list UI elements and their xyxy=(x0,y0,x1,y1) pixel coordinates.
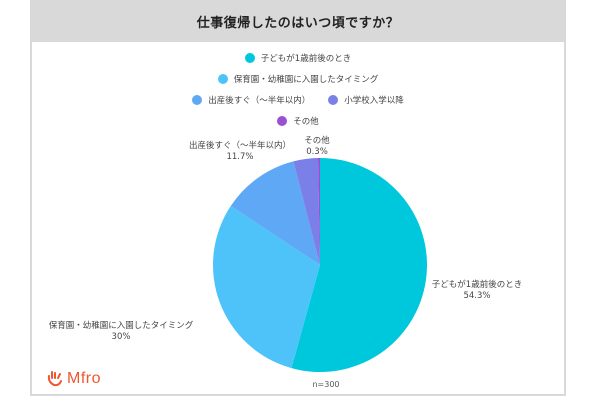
legend-item: その他 xyxy=(277,115,319,127)
pie-slice xyxy=(293,158,320,265)
legend-item: 出産後すぐ（〜半年以内） xyxy=(192,94,310,106)
slice-label-nursery: 保育園・幼稚園に入園したタイミング 30% xyxy=(49,321,194,343)
chart-title: 仕事復帰したのはいつ頃ですか？ xyxy=(196,15,400,31)
legend-dot-icon xyxy=(244,53,255,63)
legend-dot-icon xyxy=(277,116,288,126)
slice-label-name: その他 xyxy=(304,136,330,146)
legend-row-1: 子どもが1歳前後のとき xyxy=(30,52,566,64)
mfro-logo: Mfro xyxy=(46,370,101,388)
slice-label-other: その他 0.3% xyxy=(304,136,330,158)
logo-text: Mfro xyxy=(67,370,101,387)
legend-item: 保育園・幼稚園に入園したタイミング xyxy=(217,73,379,85)
hand-wave-icon xyxy=(47,371,62,387)
title-bar: 仕事復帰したのはいつ頃ですか？ xyxy=(30,0,566,42)
slice-label-after-birth: 出産後すぐ（〜半年以内） 11.7% xyxy=(189,141,291,163)
slice-label-1-year: 子どもが1歳前後のとき 54.3% xyxy=(432,280,522,302)
legend-label: 保育園・幼稚園に入園したタイミング xyxy=(233,75,379,85)
legend-item: 子どもが1歳前後のとき xyxy=(244,52,352,64)
slice-label-name: 子どもが1歳前後のとき xyxy=(431,280,523,290)
sample-size: n=300 xyxy=(312,380,340,389)
legend-dot-icon xyxy=(328,95,339,105)
legend-item: 小学校入学以降 xyxy=(328,94,404,106)
slice-label-value: 30% xyxy=(111,332,131,342)
pie-slice xyxy=(291,158,427,372)
slice-label-value: 11.7% xyxy=(226,152,254,162)
legend-label: 子どもが1歳前後のとき xyxy=(260,54,352,64)
legend-dot-icon xyxy=(217,74,228,84)
slice-label-value: 54.3% xyxy=(463,291,491,301)
legend-label: 出産後すぐ（〜半年以内） xyxy=(208,96,311,106)
pie-slice xyxy=(230,161,320,265)
slice-label-name: 保育園・幼稚園に入園したタイミング xyxy=(48,321,194,331)
legend-dot-icon xyxy=(192,95,203,105)
slice-label-name: 出産後すぐ（〜半年以内） xyxy=(188,141,292,151)
pie-slice xyxy=(213,205,320,369)
slice-label-value: 0.3% xyxy=(306,147,328,157)
legend-row-4: その他 xyxy=(30,115,566,127)
pie-slice xyxy=(317,158,320,265)
legend-label: 小学校入学以降 xyxy=(344,96,404,106)
legend-row-2: 保育園・幼稚園に入園したタイミング xyxy=(30,73,566,85)
legend-label: その他 xyxy=(293,117,319,127)
legend-row-3: 出産後すぐ（〜半年以内） 小学校入学以降 xyxy=(30,94,566,106)
